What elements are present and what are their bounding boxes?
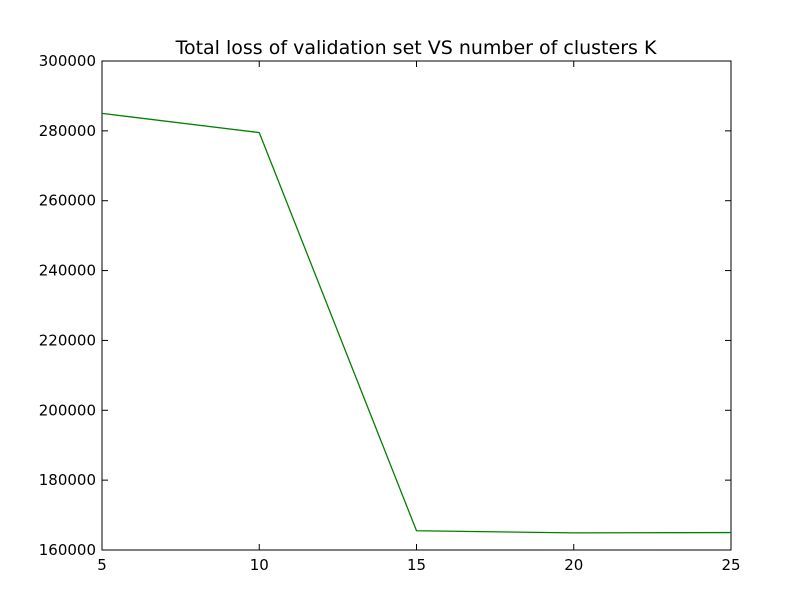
x-tick-label: 10 [250,556,269,574]
y-tick-label: 220000 [39,331,96,349]
x-axis: 5 10 15 20 25 [97,61,741,574]
y-tick-label: 280000 [39,122,96,140]
y-tick-label: 240000 [39,262,96,280]
series-line [101,112,732,534]
x-tick-label: 5 [97,556,107,574]
y-axis: 160000 180000 200000 220000 240000 260000 2800… [39,52,731,559]
y-tick-label: 300000 [39,52,96,70]
y-tick-label: 180000 [39,471,96,489]
y-tick-label: 160000 [39,541,96,559]
plot-area-frame [101,60,732,551]
chart-title: Total loss of validation set VS number o… [175,37,657,59]
y-tick-label: 260000 [39,192,96,210]
x-tick-label: 15 [407,556,426,574]
x-tick-label: 20 [564,556,583,574]
x-tick-label: 25 [721,556,740,574]
y-tick-label: 200000 [39,401,96,419]
series-group [101,112,732,534]
